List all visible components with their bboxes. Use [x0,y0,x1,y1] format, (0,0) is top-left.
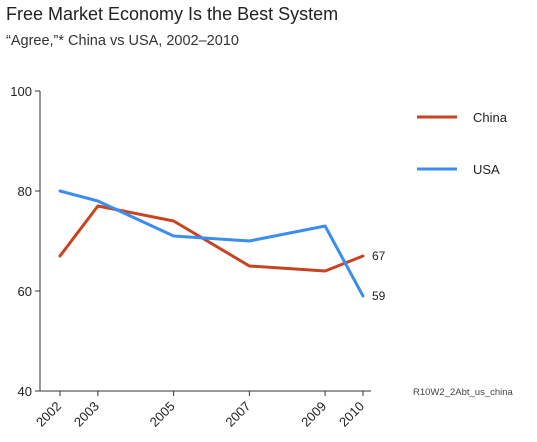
legend-label-usa: USA [473,162,500,177]
end-label-usa: 59 [372,289,386,303]
y-tick-label: 40 [18,384,32,399]
y-tick-label: 100 [10,84,32,99]
x-tick-label: 2002 [33,399,64,430]
x-tick-label: 2003 [71,399,102,430]
chart-subtitle: “Agree,”* China vs USA, 2002–2010 [6,33,239,49]
chart-title: Free Market Economy Is the Best System [6,4,339,24]
x-tick-label: 2009 [298,399,329,430]
legend-label-china: China [473,110,508,125]
series-line-usa [58,189,365,298]
series-line-china [58,204,365,273]
x-tick-label: 2010 [336,399,367,430]
y-tick-label: 80 [18,184,32,199]
x-tick-label: 2007 [222,399,253,430]
y-tick-label: 60 [18,284,32,299]
x-tick-label: 2005 [147,399,178,430]
source-note: R10W2_2Abt_us_china [413,387,514,398]
end-label-china: 67 [372,249,386,263]
